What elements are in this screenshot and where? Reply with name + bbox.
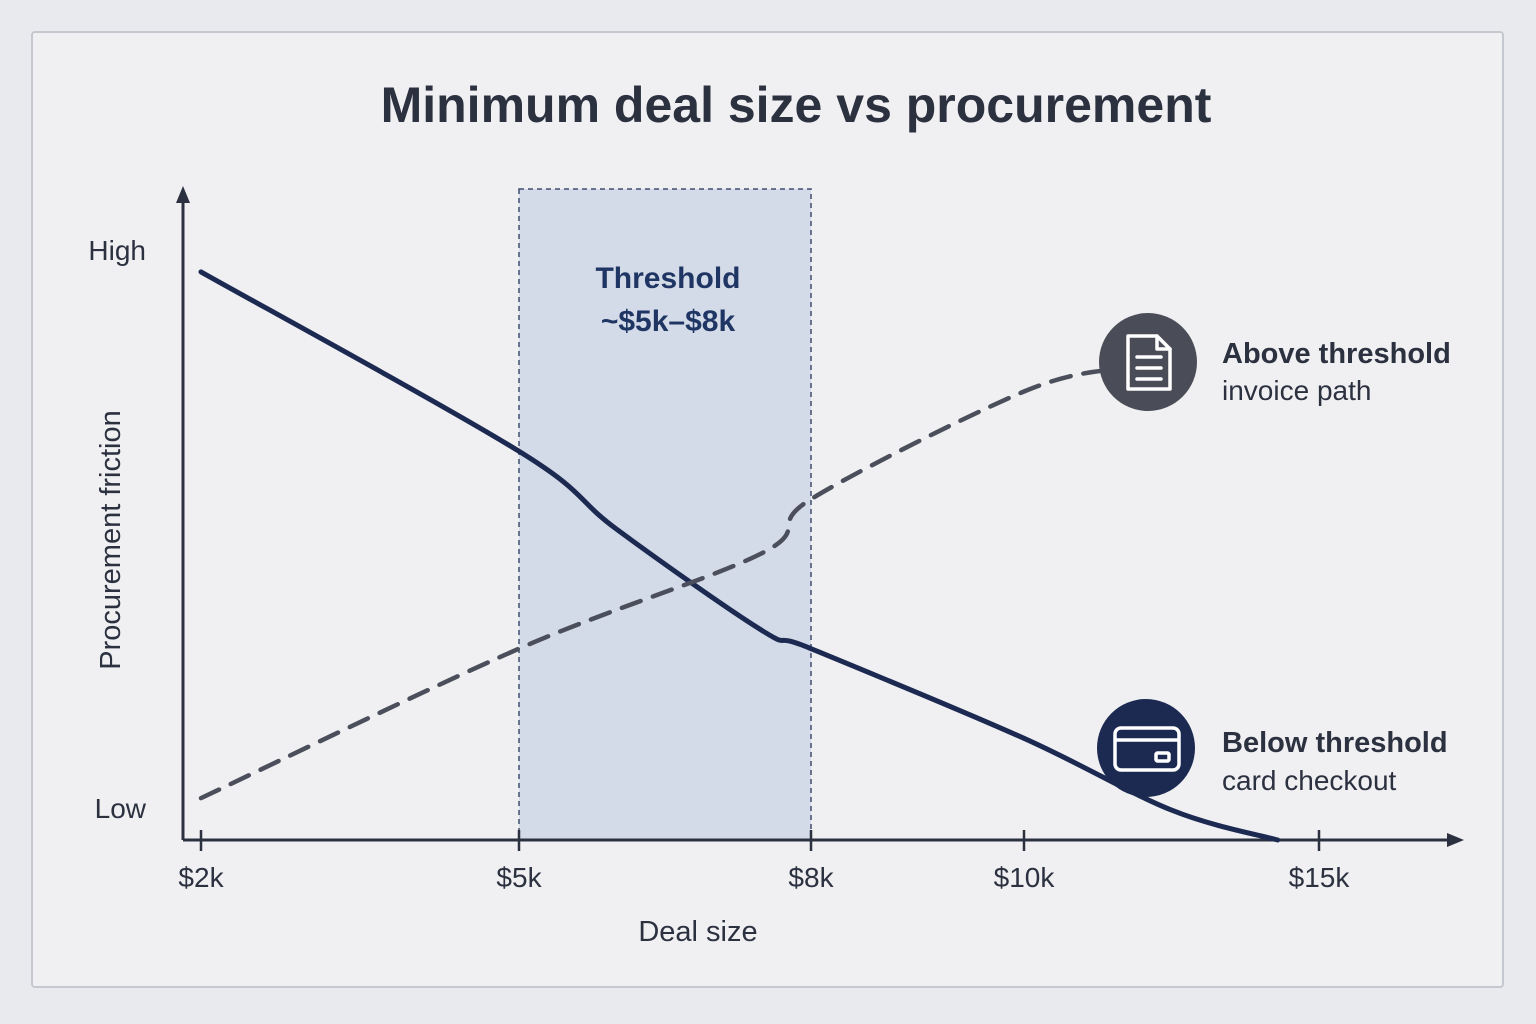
credit-card-icon-badge [1097,699,1195,797]
annotation-above-threshold: Above threshold invoice path [1099,313,1451,411]
annotation-below-threshold: Below threshold card checkout [1097,699,1448,797]
threshold-band-group: Threshold ~$5k–$8k [518,188,812,841]
annotation-above-subtitle: invoice path [1222,375,1371,406]
y-tick-label-high: High [88,235,146,266]
series-line-invoice [198,365,1127,801]
y-axis-arrow [176,186,190,203]
x-tick-label: $15k [1289,862,1351,893]
x-tick-label: $2k [178,862,224,893]
annotation-below-title: Below threshold [1222,727,1448,759]
annotation-above-title: Above threshold [1222,338,1451,370]
x-tick-label: $5k [496,862,542,893]
threshold-band [518,188,812,841]
threshold-range-label: ~$5k–$8k [601,305,736,338]
y-axis-title: Procurement friction [95,410,127,670]
chart-title: Minimum deal size vs procurement [381,77,1212,133]
x-axis-arrow [1447,833,1464,847]
y-tick-label-low: Low [95,793,147,824]
x-axis-title: Deal size [638,916,757,948]
x-ticks: $2k $5k $8k $10k $15k [178,830,1350,893]
credit-card-icon [1113,726,1181,772]
axes [176,186,1464,847]
annotation-below-subtitle: card checkout [1222,765,1397,796]
document-icon [1126,334,1172,391]
x-tick-label: $8k [788,862,834,893]
threshold-label: Threshold [595,262,740,295]
x-tick-label: $10k [994,862,1056,893]
document-icon-badge [1099,313,1197,411]
